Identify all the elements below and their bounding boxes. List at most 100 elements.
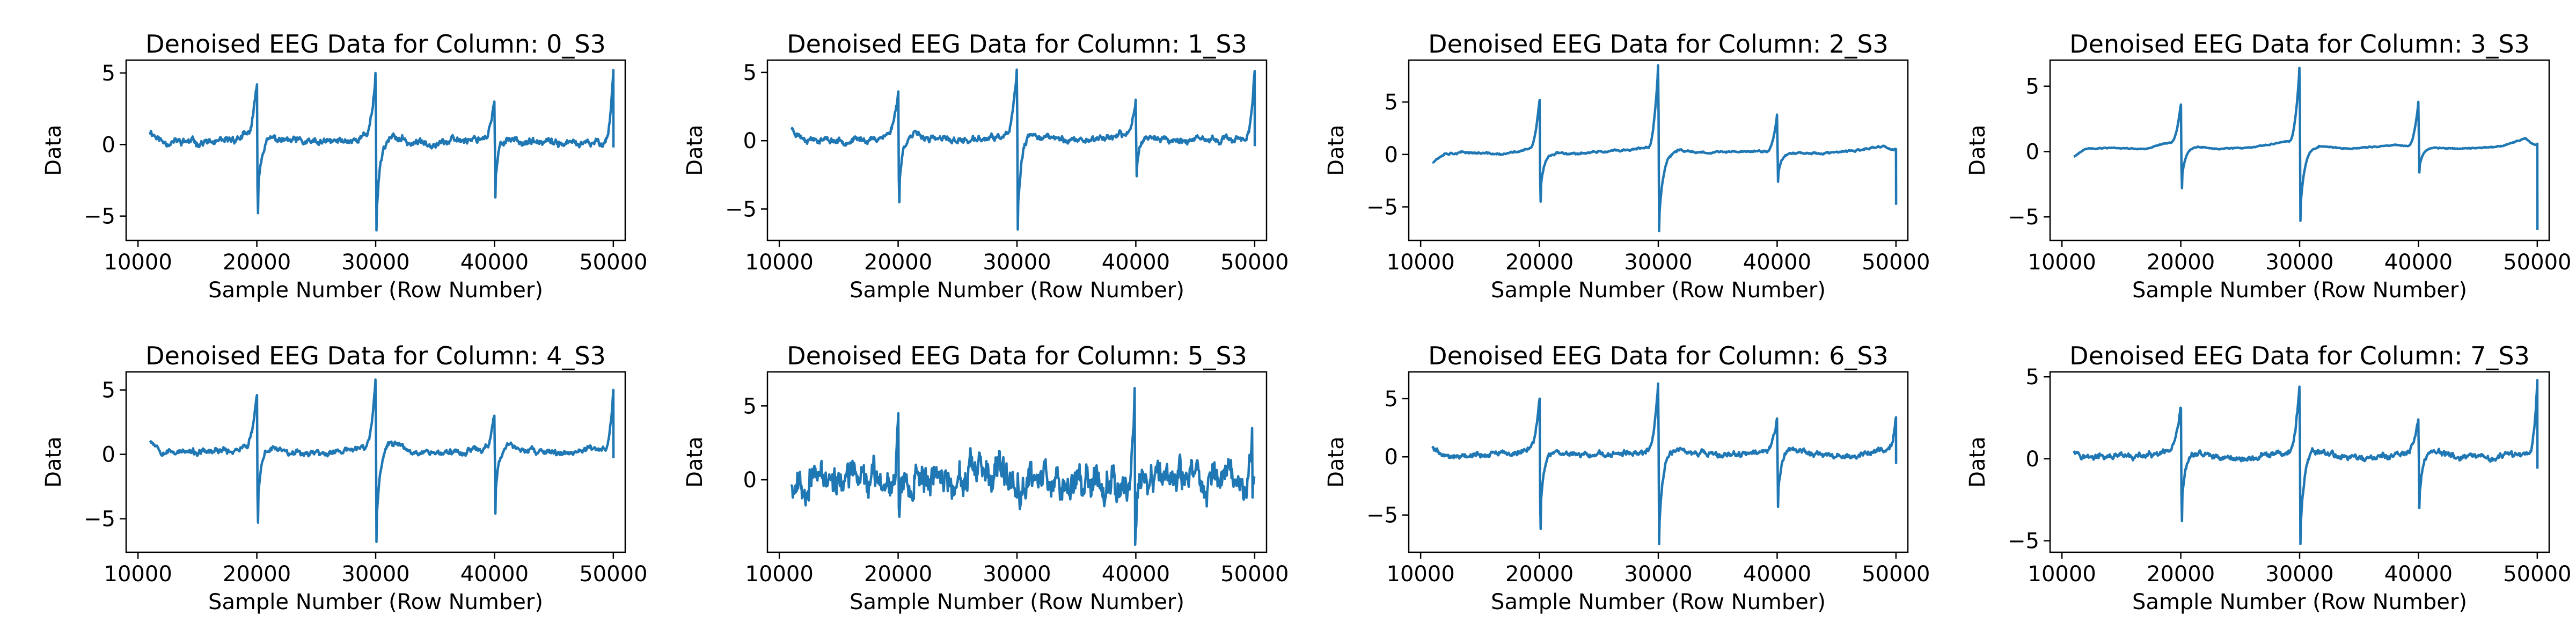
- x-tick-label: 40000: [460, 562, 529, 587]
- x-axis-label: Sample Number (Row Number): [1491, 278, 1826, 303]
- x-tick-label: 20000: [223, 250, 291, 275]
- x-tick-label: 30000: [341, 250, 409, 275]
- y-tick-label: −5: [1366, 503, 1398, 528]
- y-tick-label: −5: [1366, 195, 1398, 219]
- y-axis-label: Data: [41, 436, 66, 488]
- y-tick-label: 0: [743, 129, 757, 153]
- x-axis-label: Sample Number (Row Number): [208, 278, 543, 303]
- x-tick-label: 40000: [1102, 250, 1170, 275]
- y-tick-label: 5: [2026, 365, 2039, 390]
- x-axis-label: Sample Number (Row Number): [2132, 590, 2467, 614]
- x-tick-label: 40000: [2384, 250, 2453, 275]
- x-tick-label: 10000: [1387, 562, 1455, 587]
- x-tick-label: 10000: [104, 562, 172, 587]
- y-axis-label: Data: [1965, 436, 1990, 488]
- x-tick-label: 30000: [983, 250, 1051, 275]
- y-tick-label: −5: [84, 204, 115, 229]
- subplot-5: Denoised EEG Data for Column: 5_S3 10000 2…: [683, 341, 1289, 614]
- y-axis-label: Data: [1324, 436, 1349, 488]
- y-tick-label: 0: [2026, 447, 2039, 472]
- y-tick-label: −5: [84, 507, 115, 532]
- subplot-title: Denoised EEG Data for Column: 6_S3: [1428, 341, 1889, 370]
- data-line: [2073, 67, 2539, 230]
- x-tick-label: 20000: [864, 250, 932, 275]
- y-axis-label: Data: [1965, 125, 1990, 176]
- subplot-3: Denoised EEG Data for Column: 3_S3 10000 2…: [1965, 30, 2571, 303]
- x-axis-label: Sample Number (Row Number): [208, 590, 543, 614]
- x-tick-label: 20000: [1505, 562, 1574, 587]
- data-line: [790, 387, 1256, 546]
- subplot-4: Denoised EEG Data for Column: 4_S3 10000 2…: [41, 341, 647, 614]
- y-tick-label: 5: [743, 394, 757, 419]
- subplot-title: Denoised EEG Data for Column: 1_S3: [787, 30, 1247, 58]
- y-tick-label: 0: [1385, 445, 1398, 470]
- y-tick-label: 5: [1385, 90, 1398, 115]
- x-tick-label: 20000: [1505, 250, 1574, 275]
- subplot-7: Denoised EEG Data for Column: 7_S3 10000 2…: [1965, 341, 2571, 614]
- y-tick-label: 0: [743, 468, 757, 493]
- x-tick-label: 50000: [2503, 562, 2571, 587]
- y-tick-label: 0: [1385, 143, 1398, 167]
- x-tick-label: 40000: [1102, 562, 1170, 587]
- subplot-6: Denoised EEG Data for Column: 6_S3 10000 2…: [1324, 341, 1930, 614]
- subplot-title: Denoised EEG Data for Column: 0_S3: [145, 30, 606, 58]
- y-tick-label: 5: [102, 61, 115, 86]
- x-axis-label: Sample Number (Row Number): [2132, 278, 2467, 303]
- x-tick-label: 40000: [2384, 562, 2453, 587]
- x-tick-label: 50000: [2503, 250, 2571, 275]
- y-tick-label: 5: [2026, 75, 2039, 99]
- y-tick-label: 5: [1385, 387, 1398, 412]
- x-axis-label: Sample Number (Row Number): [850, 590, 1184, 614]
- x-tick-label: 10000: [745, 250, 814, 275]
- data-line: [149, 69, 615, 232]
- x-tick-label: 30000: [2265, 250, 2333, 275]
- x-tick-label: 10000: [2028, 562, 2096, 587]
- y-tick-label: 0: [102, 443, 115, 467]
- subplot-title: Denoised EEG Data for Column: 3_S3: [2069, 30, 2530, 58]
- x-tick-label: 10000: [104, 250, 172, 275]
- x-tick-label: 30000: [983, 562, 1051, 587]
- x-tick-label: 50000: [1862, 250, 1930, 275]
- data-line: [2073, 379, 2539, 545]
- x-tick-label: 20000: [2147, 250, 2215, 275]
- y-tick-label: −5: [725, 197, 757, 222]
- data-line: [790, 68, 1256, 231]
- x-tick-label: 10000: [1387, 250, 1455, 275]
- x-tick-label: 40000: [460, 250, 529, 275]
- subplot-2: Denoised EEG Data for Column: 2_S3 10000 2…: [1324, 30, 1930, 303]
- y-tick-label: 0: [2026, 140, 2039, 164]
- subplot-0: Denoised EEG Data for Column: 0_S3 10000 2…: [41, 30, 647, 303]
- y-tick-label: 0: [102, 133, 115, 157]
- x-tick-label: 10000: [745, 562, 814, 587]
- y-tick-label: −5: [2008, 205, 2039, 230]
- data-line: [1431, 382, 1898, 546]
- y-tick-label: −5: [2008, 529, 2039, 554]
- subplot-title: Denoised EEG Data for Column: 2_S3: [1428, 30, 1889, 58]
- x-tick-label: 20000: [864, 562, 932, 587]
- y-axis-label: Data: [1324, 125, 1349, 176]
- data-line: [149, 378, 615, 544]
- y-tick-label: 5: [102, 378, 115, 403]
- x-tick-label: 20000: [2147, 562, 2215, 587]
- x-tick-label: 40000: [1743, 562, 1811, 587]
- y-tick-label: 5: [743, 61, 757, 85]
- x-axis-label: Sample Number (Row Number): [1491, 590, 1826, 614]
- x-tick-label: 40000: [1743, 250, 1811, 275]
- subplot-title: Denoised EEG Data for Column: 4_S3: [145, 341, 606, 370]
- x-axis-label: Sample Number (Row Number): [850, 278, 1184, 303]
- x-tick-label: 50000: [579, 562, 647, 587]
- x-tick-label: 50000: [1220, 250, 1289, 275]
- subplot-1: Denoised EEG Data for Column: 1_S3 10000 2…: [683, 30, 1289, 303]
- x-tick-label: 30000: [341, 562, 409, 587]
- y-axis-label: Data: [683, 125, 707, 176]
- x-tick-label: 30000: [2265, 562, 2333, 587]
- subplot-title: Denoised EEG Data for Column: 7_S3: [2069, 341, 2530, 370]
- x-tick-label: 30000: [1624, 250, 1692, 275]
- y-axis-label: Data: [41, 125, 66, 176]
- data-line: [1431, 64, 1898, 232]
- x-tick-label: 20000: [223, 562, 291, 587]
- x-tick-label: 10000: [2028, 250, 2096, 275]
- x-tick-label: 50000: [1862, 562, 1930, 587]
